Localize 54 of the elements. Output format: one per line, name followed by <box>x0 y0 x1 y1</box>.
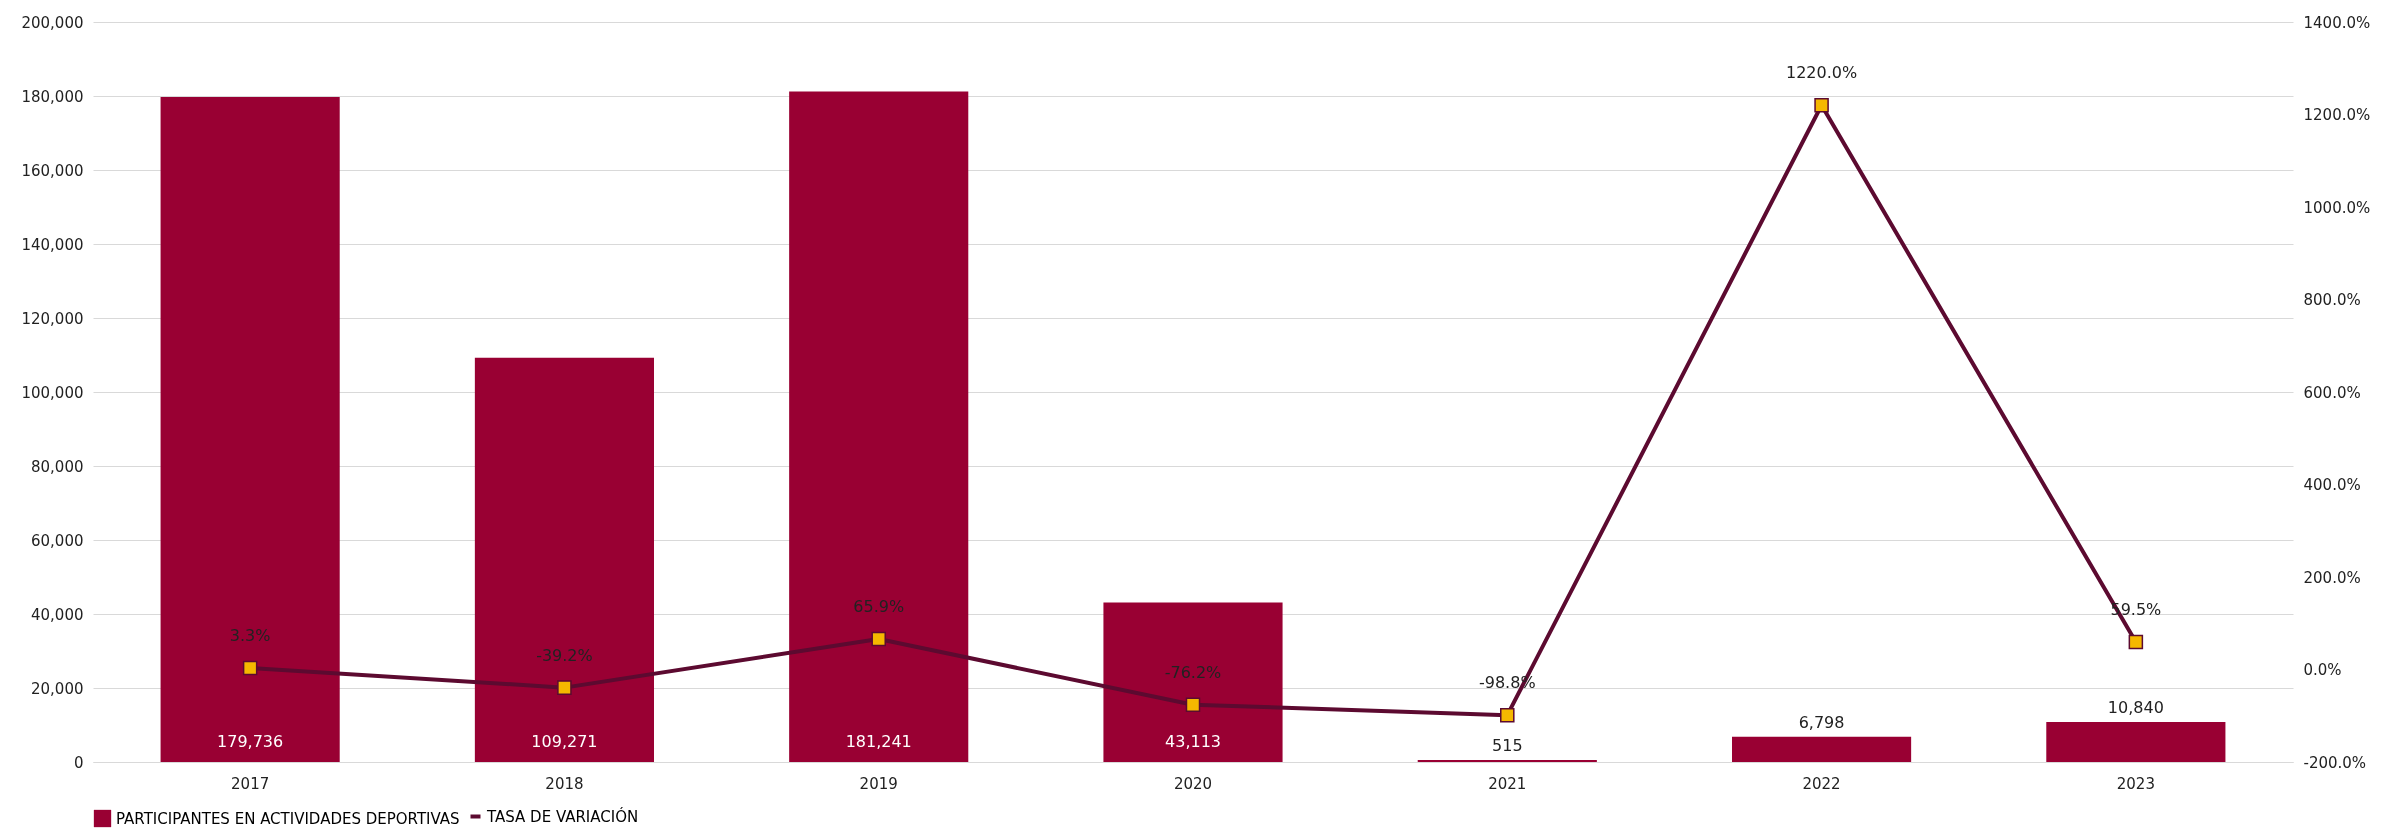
y-tick-label: 160,000 <box>21 161 84 180</box>
bar <box>474 357 654 762</box>
y-tick-label: 0 <box>73 753 84 772</box>
point <box>557 680 572 695</box>
point <box>1500 707 1515 723</box>
data-label: -39.2% <box>536 645 593 665</box>
x-tick-label: 2023 <box>2116 774 2155 793</box>
y2-tick-label: 200.0% <box>2303 568 2361 587</box>
x-tick-label: 2018 <box>545 774 584 793</box>
bar <box>2046 721 2226 762</box>
data-label: 179,736 <box>217 732 284 751</box>
data-label: 515 <box>1492 736 1523 756</box>
y-tick-label: 200,000 <box>21 13 84 32</box>
x-tick-label: 2022 <box>1802 774 1841 793</box>
point <box>1185 697 1201 713</box>
data-label: 43,113 <box>1165 732 1221 751</box>
y2-tick-label: 400.0% <box>2303 476 2361 494</box>
data-label: -76.2% <box>1164 662 1222 682</box>
point <box>871 631 886 647</box>
data-label: 3.3% <box>229 625 271 645</box>
y-tick-label: 120,000 <box>21 309 84 328</box>
y-tick-label: 140,000 <box>21 235 84 254</box>
data-label: 10,840 <box>2107 697 2164 717</box>
point <box>1814 97 1829 113</box>
y-tick-label: 20,000 <box>31 679 84 698</box>
y-tick-label: 60,000 <box>31 531 84 550</box>
y-tick-label: 180,000 <box>21 87 84 106</box>
bar <box>160 96 340 762</box>
y2-tick-label: 1400.0% <box>2303 13 2371 32</box>
data-label: 65.9% <box>853 597 905 617</box>
y2-tick-label: 800.0% <box>2303 291 2361 309</box>
data-label: 181,241 <box>845 732 912 751</box>
x-tick-label: 2017 <box>231 774 270 793</box>
bar <box>1103 602 1283 762</box>
y2-tick-label: 1200.0% <box>2303 106 2371 124</box>
point <box>242 660 258 676</box>
y2-tick-label: -200.0% <box>2303 753 2367 772</box>
bar <box>789 91 969 762</box>
x-tick-label: 2020 <box>1173 774 1213 793</box>
y2-tick-label: 600.0% <box>2303 383 2361 402</box>
legend-label: PARTICIPANTES EN ACTIVIDADES DEPORTIVAS <box>116 809 460 828</box>
x-tick-label: 2021 <box>1488 774 1527 793</box>
x-tick-label: 2019 <box>859 774 898 793</box>
legend-label: TASA DE VARIACIÓN <box>486 806 639 826</box>
data-label: 109,271 <box>531 732 598 751</box>
y2-tick-label: 0.0% <box>2303 661 2342 679</box>
y-tick-label: 100,000 <box>21 383 84 402</box>
y2-tick-label: 1000.0% <box>2303 198 2371 217</box>
point <box>2128 634 2144 650</box>
bar <box>1732 736 1912 762</box>
data-label: 6,798 <box>1798 712 1845 732</box>
data-label: 1220.0% <box>1785 63 1858 83</box>
y-tick-label: 80,000 <box>31 457 84 476</box>
y-tick-label: 40,000 <box>31 605 84 624</box>
